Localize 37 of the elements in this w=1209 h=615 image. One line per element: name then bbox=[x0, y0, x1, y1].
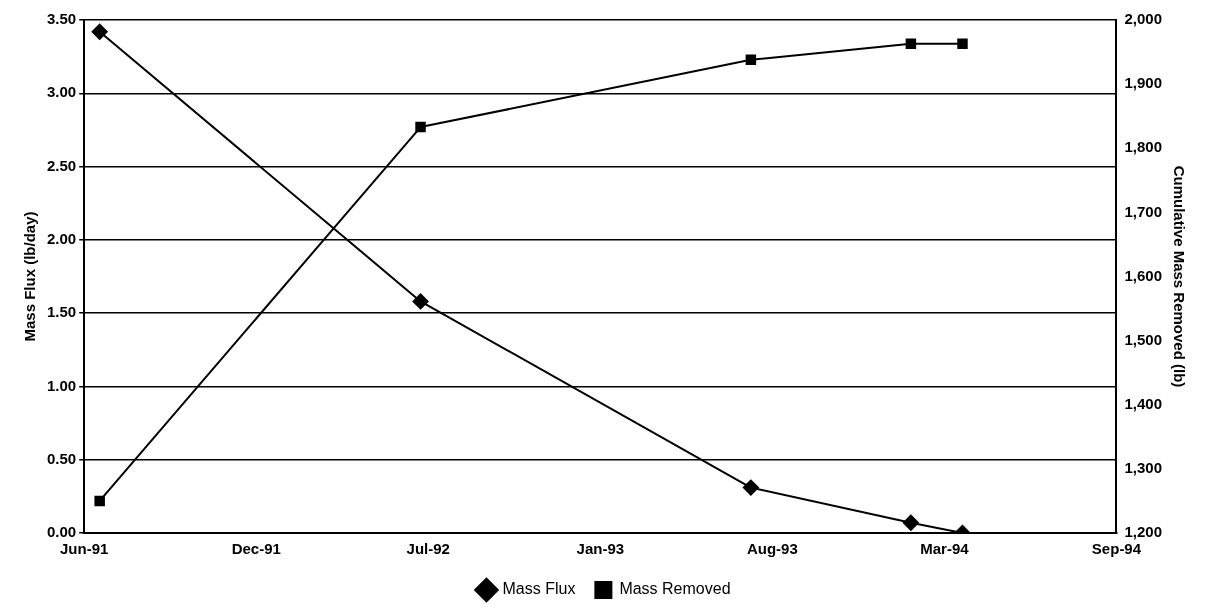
y-tick-label: 2.00 bbox=[46, 230, 77, 247]
legend-label: Mass Flux bbox=[502, 580, 576, 598]
y2-tick-label: 1,200 bbox=[1124, 523, 1163, 541]
point bbox=[905, 38, 917, 49]
point bbox=[902, 514, 919, 531]
point bbox=[742, 479, 759, 496]
x-tick-label: Mar-94 bbox=[920, 540, 970, 558]
point bbox=[94, 495, 105, 507]
y2-tick-label: 1,400 bbox=[1124, 394, 1163, 412]
x-tick-label: Sep-94 bbox=[1091, 540, 1142, 558]
x-tick-label: Aug-93 bbox=[746, 540, 798, 558]
x-tick-label: Jul-92 bbox=[406, 540, 450, 558]
legend-label: Mass Removed bbox=[619, 580, 731, 598]
point bbox=[415, 121, 426, 133]
y2-tick-label: 1,300 bbox=[1124, 459, 1163, 477]
y-tick-label: 1.00 bbox=[46, 376, 77, 394]
point bbox=[91, 23, 108, 40]
y-tick-label: 0.50 bbox=[46, 449, 77, 467]
point bbox=[412, 293, 429, 310]
y2-axis-title: Cumulative Mass Removed (lb) bbox=[1170, 165, 1188, 388]
y-tick-label: 1.50 bbox=[46, 303, 77, 321]
point bbox=[957, 38, 968, 49]
point bbox=[745, 54, 757, 65]
y2-tick-label: 1,900 bbox=[1124, 74, 1163, 92]
x-tick-label: Jun-91 bbox=[60, 540, 109, 558]
x-tick-label: Jan-93 bbox=[576, 540, 625, 558]
y2-tick-label: 1,700 bbox=[1124, 202, 1163, 220]
y2-tick-label: 2,000 bbox=[1124, 10, 1163, 28]
y2-tick-label: 1,800 bbox=[1124, 138, 1163, 156]
y-tick-label: 3.00 bbox=[46, 83, 77, 101]
y-axis-title: Mass Flux (lb/day) bbox=[21, 211, 39, 342]
y2-tick-label: 1,600 bbox=[1124, 266, 1163, 284]
y-tick-label: 2.50 bbox=[46, 156, 77, 174]
y-tick-label: 3.50 bbox=[46, 10, 77, 28]
y-tick-label: 0.00 bbox=[46, 523, 77, 541]
y2-tick-label: 1,500 bbox=[1124, 330, 1163, 348]
x-tick-label: Dec-91 bbox=[231, 540, 281, 558]
